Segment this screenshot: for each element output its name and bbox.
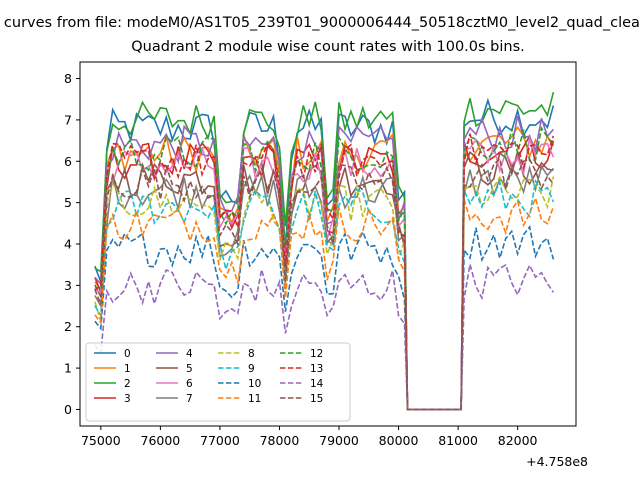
series-line-8	[94, 175, 555, 411]
axes: 75000 76000 77000 78000 79000 80000 81000 82000…	[64, 61, 577, 448]
x-tick-label: 79000	[319, 433, 359, 448]
series-line-7	[94, 164, 555, 411]
legend-label-5: 5	[186, 363, 193, 375]
legend-label-11: 11	[248, 393, 261, 405]
y-tick-label: 4	[64, 237, 72, 252]
series-line-2	[94, 91, 555, 411]
legend-label-8: 8	[248, 348, 255, 360]
legend-label-10: 10	[248, 378, 261, 390]
x-tick-label: 78000	[260, 433, 300, 448]
x-offset-label: +4.758e8	[526, 454, 588, 469]
legend-label-15: 15	[310, 393, 323, 405]
series-line-11	[94, 195, 555, 411]
legend-label-0: 0	[124, 348, 131, 360]
plot-area	[94, 91, 555, 411]
legend-label-7: 7	[186, 393, 193, 405]
series-line-9	[94, 179, 555, 411]
series-line-10	[94, 225, 555, 411]
y-tick-label: 7	[64, 112, 72, 127]
legend-label-2: 2	[124, 378, 131, 390]
chart-title: Quadrant 2 module wise count rates with …	[131, 39, 525, 55]
legend-label-1: 1	[124, 363, 131, 375]
y-tick-label: 6	[64, 154, 72, 169]
legend-label-3: 3	[124, 393, 131, 405]
legend-box	[85, 342, 351, 422]
y-tick-label: 5	[64, 195, 72, 210]
x-tick-label: 82000	[498, 433, 538, 448]
y-tick-label: 8	[64, 71, 72, 86]
legend-label-9: 9	[248, 363, 255, 375]
x-tick-label: 80000	[379, 433, 419, 448]
x-tick-label: 76000	[141, 433, 181, 448]
series-line-13	[94, 133, 555, 411]
series-line-15	[94, 157, 555, 411]
legend-label-12: 12	[310, 348, 323, 360]
legend-label-4: 4	[186, 348, 193, 360]
x-tick-label: 77000	[200, 433, 240, 448]
y-tick-label: 3	[64, 278, 72, 293]
legend-label-13: 13	[310, 363, 323, 375]
legend-label-14: 14	[310, 378, 324, 390]
series-line-14	[94, 263, 555, 411]
x-tick-label: 81000	[438, 433, 478, 448]
y-tick-label: 0	[64, 402, 72, 417]
chart-suptitle: Light curves from file: modeM0/AS1T05_23…	[0, 15, 640, 31]
x-tick-label: 75000	[81, 433, 121, 448]
y-tick-label: 1	[64, 361, 72, 376]
legend-label-6: 6	[186, 378, 193, 390]
y-tick-label: 2	[64, 319, 72, 334]
